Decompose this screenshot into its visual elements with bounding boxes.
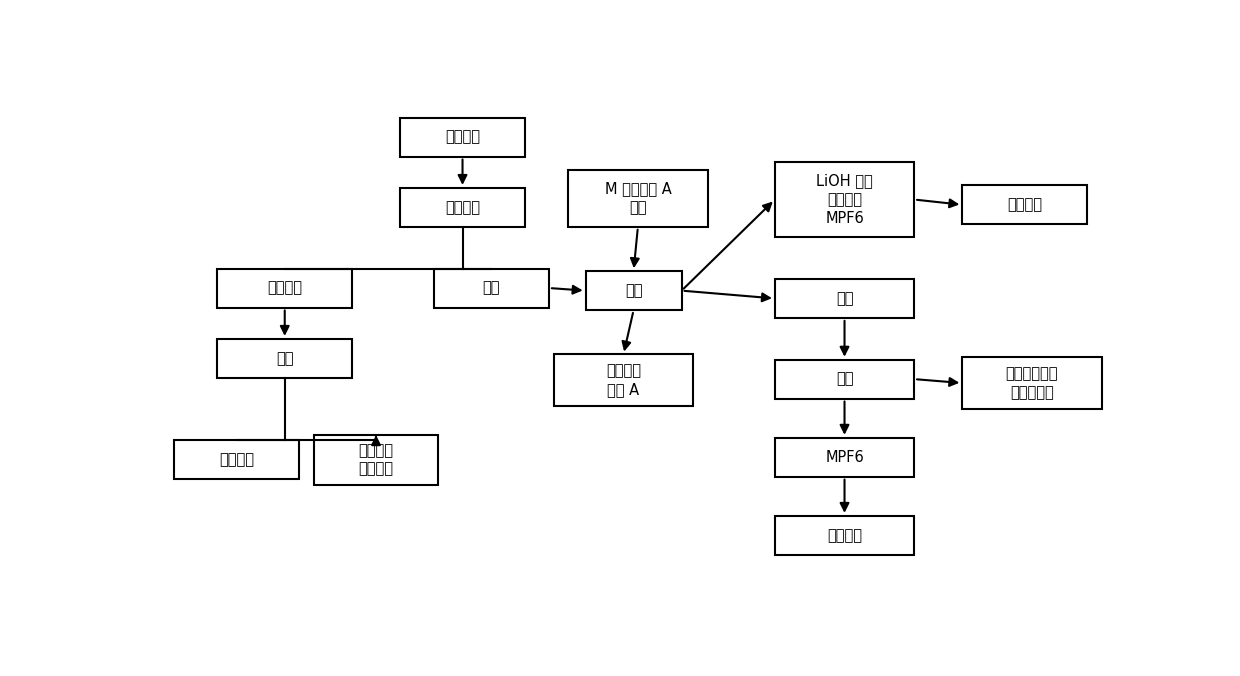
Bar (775, 516, 914, 555)
Bar (962, 357, 1101, 409)
Text: 烘干: 烘干 (277, 351, 294, 366)
Bar (401, 118, 525, 157)
Bar (962, 185, 1087, 224)
Text: 精馏: 精馏 (836, 372, 853, 387)
Text: 电池物料: 电池物料 (445, 200, 480, 215)
Text: 洗涤干燥: 洗涤干燥 (1007, 197, 1042, 212)
Bar (401, 188, 525, 227)
Text: 蒸出有机
溶剂 A: 蒸出有机 溶剂 A (606, 364, 641, 397)
Bar (585, 271, 682, 310)
Bar (217, 339, 352, 378)
Text: M 有机溶剂 A
体系: M 有机溶剂 A 体系 (605, 181, 671, 215)
Bar (775, 279, 914, 318)
Text: 洗涤干燥: 洗涤干燥 (827, 528, 862, 543)
Text: 电池物料: 电池物料 (219, 452, 254, 467)
Bar (775, 360, 914, 399)
Text: 有机溶剂
（回用）: 有机溶剂 （回用） (358, 443, 393, 477)
Bar (775, 162, 914, 237)
Text: 电池物料: 电池物料 (268, 281, 303, 295)
Text: LiOH 或盐
或不溶性
MPF6: LiOH 或盐 或不溶性 MPF6 (816, 174, 873, 226)
Bar (554, 354, 693, 406)
Text: 有机溶剂: 有机溶剂 (445, 130, 480, 145)
Bar (217, 268, 352, 308)
Text: 搅拌: 搅拌 (625, 283, 642, 298)
Text: MPF6: MPF6 (825, 450, 864, 464)
Bar (174, 440, 299, 479)
Text: 滤液: 滤液 (482, 281, 500, 295)
Text: 滤液: 滤液 (836, 291, 853, 306)
Bar (775, 437, 914, 477)
Bar (568, 170, 708, 227)
Bar (434, 268, 549, 308)
Bar (314, 435, 439, 485)
Text: 各种电池电解
液中的溶剂: 各种电池电解 液中的溶剂 (1006, 366, 1058, 400)
